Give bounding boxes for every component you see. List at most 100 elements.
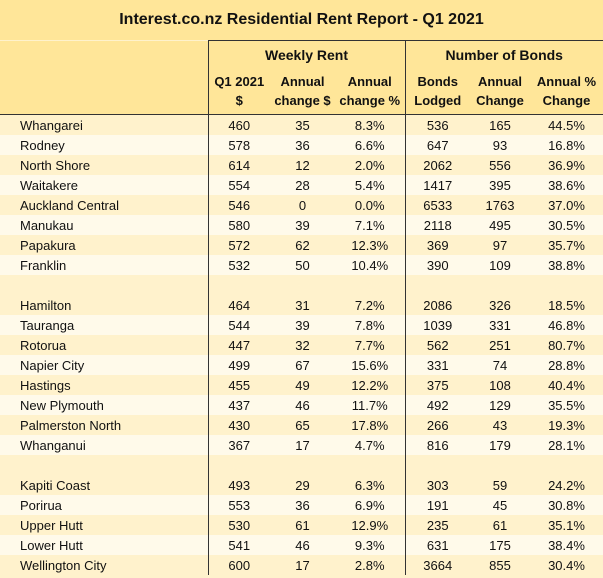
data-cell: 39 <box>270 315 335 335</box>
data-cell: 375 <box>404 375 470 395</box>
data-cell: 6.9% <box>335 495 405 515</box>
data-cell: 536 <box>404 114 470 135</box>
data-cell: 67 <box>270 355 335 375</box>
data-row: Whangarei 460 35 8.3% 536 165 44.5% <box>0 114 603 135</box>
data-cell: 38.8% <box>530 255 603 275</box>
column-header-line: Lodged <box>414 93 462 108</box>
data-cell: 46.8% <box>530 315 603 335</box>
data-row: Papakura 572 62 12.3% 369 97 35.7% <box>0 235 603 255</box>
data-row: North Shore 614 12 2.0% 2062 556 36.9% <box>0 155 603 175</box>
data-cell: 0 <box>270 195 335 215</box>
column-header-line: Bonds <box>417 74 458 89</box>
data-cell: 109 <box>470 255 530 275</box>
data-cell: 61 <box>270 515 335 535</box>
data-cell: 7.8% <box>335 315 405 335</box>
region-name: Napier City <box>0 355 208 375</box>
title-row: Interest.co.nz Residential Rent Report -… <box>0 0 603 41</box>
data-cell: 1039 <box>404 315 470 335</box>
column-header-line: Change <box>542 93 591 108</box>
data-cell: 35 <box>270 114 335 135</box>
spacer-cell <box>470 275 530 295</box>
data-row: Lower Hutt 541 46 9.3% 631 175 38.4% <box>0 535 603 555</box>
region-name: Porirua <box>0 495 208 515</box>
region-name: North Shore <box>0 155 208 175</box>
data-cell: 2062 <box>404 155 470 175</box>
group-header: Number of Bonds <box>404 40 603 68</box>
spacer-cell <box>0 455 208 475</box>
region-name: Upper Hutt <box>0 515 208 535</box>
column-header-line: change % <box>339 93 401 108</box>
region-name: Whanganui <box>0 435 208 455</box>
data-cell: 6.6% <box>335 135 405 155</box>
data-cell: 36 <box>270 135 335 155</box>
data-cell: 129 <box>470 395 530 415</box>
column-header: Q1 2021 $ <box>207 68 270 115</box>
data-cell: 447 <box>207 335 270 355</box>
data-cell: 24.2% <box>530 475 603 495</box>
data-row: Wellington City 600 17 2.8% 3664 855 30.4% <box>0 555 603 575</box>
data-cell: 36.9% <box>530 155 603 175</box>
region-name: Auckland Central <box>0 195 208 215</box>
data-cell: 492 <box>404 395 470 415</box>
data-cell: 499 <box>207 355 270 375</box>
region-name: Tauranga <box>0 315 208 335</box>
data-cell: 28.1% <box>530 435 603 455</box>
data-cell: 6.3% <box>335 475 405 495</box>
data-cell: 2118 <box>404 215 470 235</box>
column-header-line: Annual % <box>536 74 597 89</box>
column-header: Annual change % <box>335 68 405 115</box>
column-header-line: Annual <box>280 74 325 89</box>
data-cell: 46 <box>270 395 335 415</box>
data-cell: 46 <box>270 535 335 555</box>
empty-header <box>0 68 208 115</box>
spacer-cell <box>207 275 270 295</box>
data-row: Franklin 532 50 10.4% 390 109 38.8% <box>0 255 603 275</box>
data-cell: 631 <box>404 535 470 555</box>
data-cell: 572 <box>207 235 270 255</box>
data-cell: 544 <box>207 315 270 335</box>
spacer-row <box>0 275 603 295</box>
data-cell: 65 <box>270 415 335 435</box>
data-cell: 7.1% <box>335 215 405 235</box>
spacer-cell <box>530 275 603 295</box>
data-cell: 8.3% <box>335 114 405 135</box>
group-header: Weekly Rent <box>207 40 405 68</box>
data-cell: 460 <box>207 114 270 135</box>
data-cell: 17 <box>270 435 335 455</box>
data-cell: 15.6% <box>335 355 405 375</box>
region-name: Palmerston North <box>0 415 208 435</box>
data-cell: 28 <box>270 175 335 195</box>
data-cell: 556 <box>470 155 530 175</box>
data-cell: 546 <box>207 195 270 215</box>
data-cell: 464 <box>207 295 270 315</box>
data-cell: 37.0% <box>530 195 603 215</box>
data-cell: 331 <box>470 315 530 335</box>
data-cell: 326 <box>470 295 530 315</box>
column-header-line: Annual <box>477 74 523 89</box>
data-cell: 44.5% <box>530 114 603 135</box>
data-row: Kapiti Coast 493 29 6.3% 303 59 24.2% <box>0 475 603 495</box>
spacer-cell <box>530 455 603 475</box>
data-cell: 437 <box>207 395 270 415</box>
data-cell: 191 <box>404 495 470 515</box>
data-cell: 855 <box>470 555 530 575</box>
data-cell: 16.8% <box>530 135 603 155</box>
data-cell: 43 <box>470 415 530 435</box>
region-name: Hastings <box>0 375 208 395</box>
data-cell: 165 <box>470 114 530 135</box>
data-cell: 39 <box>270 215 335 235</box>
data-cell: 532 <box>207 255 270 275</box>
data-cell: 19.3% <box>530 415 603 435</box>
column-header: Bonds Lodged <box>404 68 470 115</box>
region-name: Kapiti Coast <box>0 475 208 495</box>
region-name: Papakura <box>0 235 208 255</box>
group-header-row: Weekly Rent Number of Bonds <box>0 40 603 68</box>
spacer-cell <box>270 275 335 295</box>
region-name: Wellington City <box>0 555 208 575</box>
data-cell: 562 <box>404 335 470 355</box>
data-cell: 3664 <box>404 555 470 575</box>
data-cell: 175 <box>470 535 530 555</box>
data-cell: 303 <box>404 475 470 495</box>
region-name: Manukau <box>0 215 208 235</box>
spacer-cell <box>335 455 405 475</box>
